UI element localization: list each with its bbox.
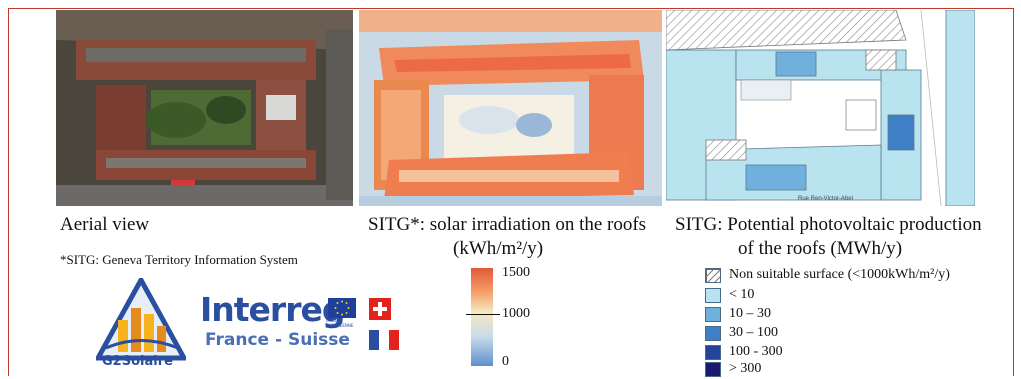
legend-label: > 300 [729,361,762,376]
frame-right-border [1013,8,1014,376]
sitg-footnote: *SITG: Geneva Territory Information Syst… [60,252,298,267]
g2solaire-logo: G2Solaire [93,274,189,374]
legend-label: 100 - 300 [729,344,783,359]
street-label: Rue Ren-Victor-Abel [798,196,853,202]
legend-swatch [705,306,721,322]
legend-item-lt10: < 10 [705,287,754,303]
legend-item-non-suitable: Non suitable surface (<1000kWh/m²/y) [705,267,950,283]
legend-swatch [705,361,721,377]
legend-swatch [705,287,721,303]
legend-item-gt300: > 300 [705,361,761,377]
legend-label: Non suitable surface (<1000kWh/m²/y) [729,267,950,282]
g2solaire-wordmark: G2Solaire [102,354,173,369]
hatched-swatch-icon [705,267,721,283]
pv-production-map: Rue Ren-Victor-Abel [666,10,975,206]
frame-left-border [8,8,9,376]
eu-label-line2: EUROPÉENNE [326,323,354,328]
irradiation-color-scale [471,268,493,366]
scale-label-min: 0 [502,354,509,369]
scale-label-max: 1500 [502,265,530,280]
legend-item-10-30: 10 – 30 [705,306,771,322]
legend-label: < 10 [729,287,755,302]
caption-pv-line1: SITG: Potential photovoltaic production [675,214,982,235]
legend-label: 10 – 30 [729,306,771,321]
caption-irradiation-line1: SITG*: solar irradiation on the roofs [368,214,647,235]
legend-item-100-300: 100 - 300 [705,344,783,360]
scale-label-mid: 1000 [502,306,530,321]
legend-label: 30 – 100 [729,325,778,340]
caption-pv-line2: of the roofs (MWh/y) [738,238,903,259]
solar-irradiation-map [359,10,662,206]
eu-flag-icon [328,298,356,318]
legend-item-30-100: 30 – 100 [705,325,778,341]
swiss-flag-icon [369,298,391,320]
frame-top-border [8,8,1013,9]
interreg-wordmark: Interreg [200,290,345,329]
french-flag-icon [369,330,399,350]
aerial-view-image [56,10,353,206]
scale-threshold-line [466,314,500,315]
caption-aerial: Aerial view [60,214,150,235]
legend-swatch [705,325,721,341]
eu-label-line1: UNION [326,318,340,323]
legend-swatch [705,344,721,360]
interreg-region: France - Suisse [205,330,350,350]
caption-irradiation-line2: (kWh/m²/y) [453,238,544,259]
